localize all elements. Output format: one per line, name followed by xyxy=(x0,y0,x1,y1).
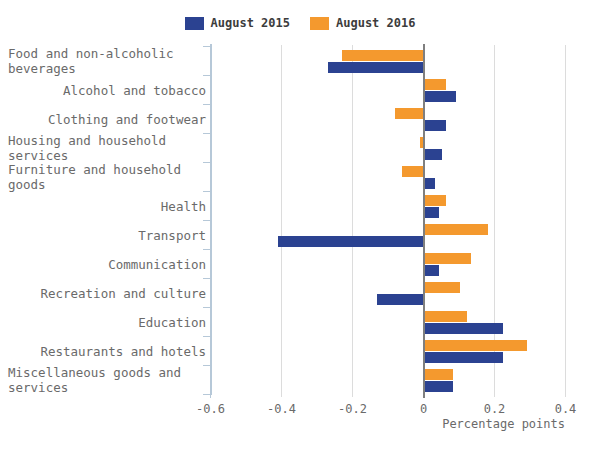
category-tick xyxy=(203,365,211,366)
x-tick-label: 0 xyxy=(420,402,427,416)
gridline xyxy=(352,45,353,397)
bar-august-2015-education xyxy=(425,323,503,334)
x-axis-title: Percentage points xyxy=(442,417,565,431)
bar-august-2015-transport xyxy=(278,236,424,247)
axis-bottom-tick xyxy=(210,395,211,399)
category-label: Housing and household services xyxy=(8,134,206,163)
category-label: Alcohol and tobacco xyxy=(8,76,206,105)
plot-area: -0.6 -0.4 -0.2 0 0.2 0.4 Food and non-alcoholi… xyxy=(0,0,600,450)
bar-august-2015-miscellaneous-goods-and-services xyxy=(425,381,453,392)
bar-august-2015-health xyxy=(425,207,439,218)
x-tick-label: 0.2 xyxy=(484,402,506,416)
category-label: Recreation and culture xyxy=(8,279,206,308)
category-tick xyxy=(203,162,211,163)
category-label: Communication xyxy=(8,250,206,279)
category-label: Clothing and footwear xyxy=(8,105,206,134)
bar-august-2016-food-and-non-alcoholic-beverages xyxy=(342,50,424,61)
bar-august-2016-clothing-and-footwear xyxy=(395,108,423,119)
category-tick xyxy=(203,46,211,47)
bar-august-2016-education xyxy=(425,311,468,322)
bar-august-2016-restaurants-and-hotels xyxy=(425,340,528,351)
category-tick xyxy=(203,133,211,134)
zero-gridline xyxy=(423,44,425,398)
category-label: Miscellaneous goods and services xyxy=(8,366,206,395)
category-label: Education xyxy=(8,308,206,337)
bar-august-2016-recreation-and-culture xyxy=(425,282,461,293)
category-label: Health xyxy=(8,192,206,221)
category-tick xyxy=(203,394,211,395)
category-label: Transport xyxy=(8,221,206,250)
bar-august-2016-transport xyxy=(425,224,489,235)
bar-august-2016-miscellaneous-goods-and-services xyxy=(425,369,453,380)
x-tick-label: -0.2 xyxy=(338,402,367,416)
category-label: Furniture and household goods xyxy=(8,163,206,192)
x-tick-label: 0.4 xyxy=(555,402,577,416)
gridline xyxy=(281,45,282,397)
category-tick xyxy=(203,104,211,105)
bar-august-2016-communication xyxy=(425,253,471,264)
category-tick xyxy=(203,336,211,337)
bar-august-2015-restaurants-and-hotels xyxy=(425,352,503,363)
bar-august-2015-housing-and-household-services xyxy=(425,149,443,160)
category-tick xyxy=(203,278,211,279)
category-label: Restaurants and hotels xyxy=(8,337,206,366)
bar-august-2016-alcohol-and-tobacco xyxy=(425,79,446,90)
bar-august-2015-recreation-and-culture xyxy=(377,294,423,305)
bar-august-2015-furniture-and-household-goods xyxy=(425,178,436,189)
bar-august-2016-health xyxy=(425,195,446,206)
category-tick xyxy=(203,220,211,221)
category-tick xyxy=(203,307,211,308)
category-tick xyxy=(203,249,211,250)
category-label: Food and non-alcoholic beverages xyxy=(8,47,206,76)
gridline xyxy=(565,45,566,397)
bar-august-2016-furniture-and-household-goods xyxy=(402,166,423,177)
bar-august-2015-communication xyxy=(425,265,439,276)
x-tick-label: -0.4 xyxy=(267,402,296,416)
x-tick-label: -0.6 xyxy=(196,402,225,416)
bar-august-2015-alcohol-and-tobacco xyxy=(425,91,457,102)
bar-august-2015-clothing-and-footwear xyxy=(425,120,446,131)
cpi-contributions-chart: August 2015 August 2016 -0.6-0.4-0.200.2… xyxy=(0,0,600,450)
category-tick xyxy=(203,75,211,76)
bar-august-2015-food-and-non-alcoholic-beverages xyxy=(328,62,424,73)
category-tick xyxy=(203,191,211,192)
